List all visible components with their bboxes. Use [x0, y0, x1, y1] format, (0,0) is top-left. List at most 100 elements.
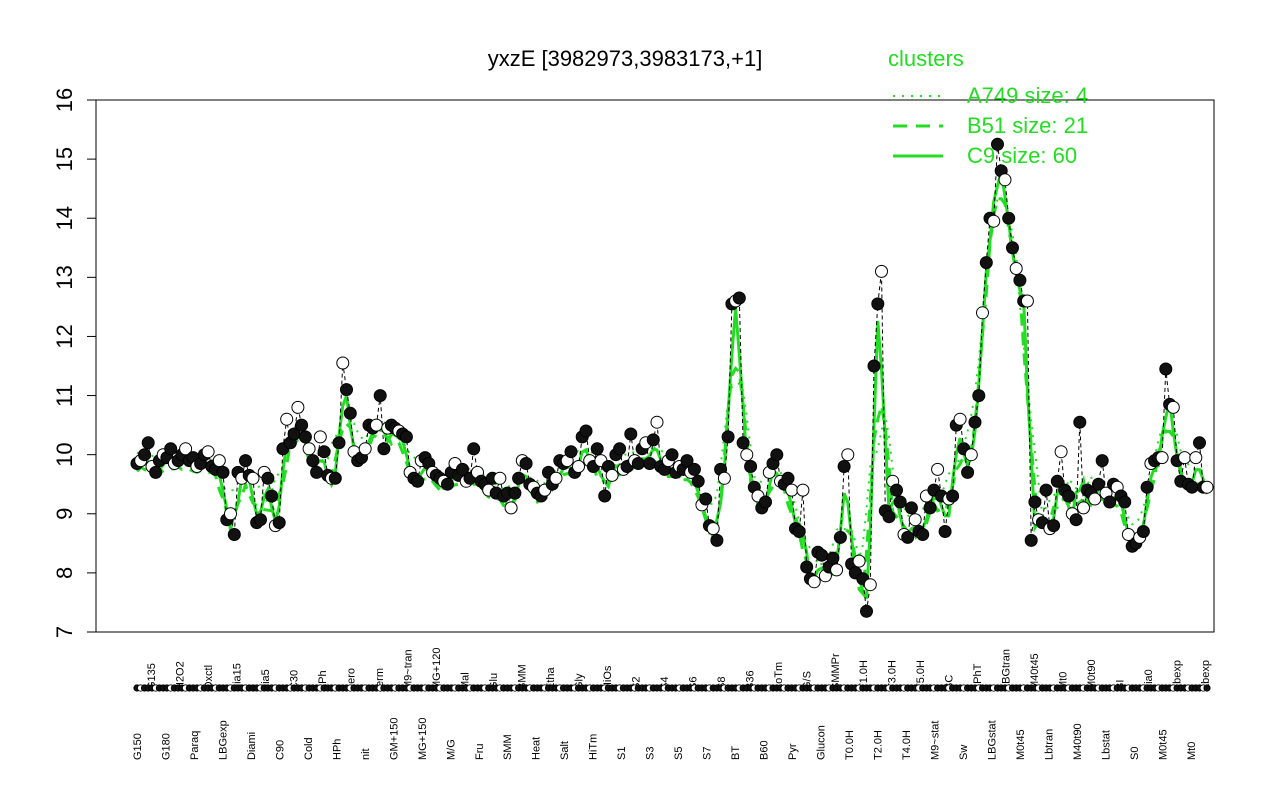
data-point [138, 448, 151, 462]
data-point [377, 442, 391, 456]
data-point [340, 383, 353, 397]
x-tick-label: Cold [303, 737, 315, 760]
legend-label-c9: C9 size: 60 [967, 143, 1077, 168]
data-point [800, 560, 814, 574]
x-tick-label: Sw [958, 745, 970, 760]
data-point [863, 578, 877, 592]
x-tick-label: G135 [146, 663, 158, 690]
x-tick-label: Lbstat [1100, 730, 1112, 760]
data-point [736, 436, 750, 450]
data-point [875, 264, 888, 278]
data-point [904, 501, 918, 515]
legend: clusters A749 size: 4 B51 size: 21 C9 si… [888, 46, 1088, 168]
data-point [549, 471, 563, 485]
data-point [1095, 454, 1109, 468]
data-point [826, 551, 840, 565]
data-point [504, 501, 518, 515]
x-tick-label: M9~tran [403, 649, 415, 690]
data-point [369, 418, 383, 432]
y-tick-label: 7 [52, 626, 77, 638]
data-point [605, 468, 619, 482]
data-point [631, 457, 645, 470]
y-tick-label: 15 [52, 147, 77, 171]
data-point [1077, 501, 1090, 515]
data-point [613, 442, 627, 456]
x-tick-label: M9~stat [929, 721, 941, 760]
data-point [272, 516, 286, 530]
data-point [717, 471, 731, 485]
cluster-line-a749 [136, 195, 1208, 567]
x-tick-label: Heat [531, 737, 543, 760]
data-point [1118, 495, 1132, 509]
data-point [302, 442, 316, 456]
x-tick-label: T5.0H [915, 660, 927, 690]
x-tick-label: M0t45 [1157, 729, 1169, 760]
x-tick-label: T3.0H [887, 660, 899, 690]
x-tick-label: Fru [474, 744, 486, 761]
sample-dot [1203, 684, 1211, 692]
x-tick-label: Mt0 [1186, 742, 1198, 760]
data-point [759, 495, 772, 509]
data-point [923, 501, 937, 515]
data-point [1047, 519, 1061, 533]
x-tick-label: B60 [759, 740, 771, 760]
data-point [968, 415, 982, 429]
data-point [830, 563, 844, 577]
y-tick-label: 9 [52, 508, 77, 520]
data-point [998, 173, 1012, 187]
y-tick-label: 14 [52, 206, 77, 230]
data-point [680, 454, 694, 468]
x-tick-label: MG+120 [431, 648, 443, 691]
x-tick-label: dia15 [232, 663, 244, 690]
data-point [938, 525, 952, 538]
data-point [901, 530, 915, 544]
data-point [295, 418, 309, 432]
data-point [699, 492, 713, 506]
data-point [643, 457, 657, 470]
plot-frame [95, 99, 1215, 633]
data-point [1185, 480, 1199, 494]
data-point [373, 389, 387, 403]
data-point [953, 412, 967, 426]
data-point [882, 510, 896, 524]
x-tick-label: Glucon [816, 725, 828, 760]
x-tick-label: T2.0H [872, 730, 884, 760]
x-tick-label: M40t45 [1029, 653, 1041, 690]
data-point [860, 604, 873, 618]
data-point [598, 489, 612, 503]
data-point [893, 495, 907, 509]
data-point [227, 528, 241, 541]
x-tick-label: BMM [516, 664, 528, 690]
data-point [807, 575, 821, 589]
data-point [456, 462, 469, 476]
x-tick-label: Etha [545, 666, 557, 690]
data-point [399, 430, 413, 444]
data-point [1155, 451, 1169, 465]
x-tick-label: S3 [645, 747, 657, 760]
data-point [687, 462, 701, 476]
x-tick-label: Lbtran [1043, 729, 1055, 760]
x-tick-label: Lbexp [1200, 660, 1212, 690]
data-point [665, 448, 679, 462]
data-point [216, 465, 230, 479]
x-tick-label: H2O2 [175, 661, 187, 690]
x-tick-label: LBGtran [1001, 649, 1013, 690]
data-point [796, 483, 810, 497]
data-point [815, 548, 829, 562]
data-point [1159, 362, 1173, 376]
cluster-line-c9 [136, 171, 1209, 600]
x-tick-label: Paraq [189, 731, 201, 760]
y-tick-label: 13 [52, 265, 77, 289]
x-tick-label: nit [360, 748, 372, 760]
x-tick-label: HiOs [602, 665, 614, 690]
data-point [411, 474, 425, 488]
data-point [961, 465, 975, 479]
legend-label-b51: B51 size: 21 [967, 113, 1088, 138]
plot-border [95, 99, 1215, 633]
data-point [1013, 273, 1027, 287]
x-tick-label: SMM [502, 734, 514, 760]
chart-title: yxzE [3982973,3983173,+1] [488, 46, 763, 71]
data-point [441, 477, 454, 491]
data-point [706, 522, 720, 536]
